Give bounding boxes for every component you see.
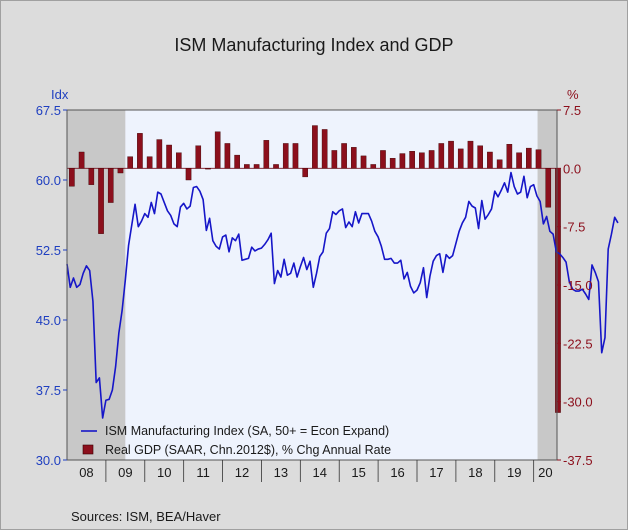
gdp-bar bbox=[69, 168, 75, 187]
gdp-bar bbox=[467, 140, 474, 169]
x-axis-tick-label: 10 bbox=[157, 465, 171, 480]
gdp-bar bbox=[331, 150, 338, 169]
gdp-bar bbox=[438, 143, 445, 169]
x-axis-tick-label: 09 bbox=[118, 465, 132, 480]
gdp-bar bbox=[428, 150, 435, 169]
gdp-bar bbox=[545, 168, 552, 208]
left-axis-unit-label: Idx bbox=[51, 87, 69, 102]
gdp-bar bbox=[555, 168, 561, 413]
gdp-bar bbox=[117, 168, 124, 174]
gdp-bar bbox=[302, 168, 308, 178]
gdp-bar bbox=[506, 144, 513, 169]
right-axis-tick-label: -22.5 bbox=[563, 336, 593, 351]
gdp-bar bbox=[380, 150, 386, 169]
gdp-bar bbox=[516, 152, 522, 169]
gdp-bar bbox=[176, 152, 182, 169]
x-axis-tick-label: 16 bbox=[390, 465, 404, 480]
right-axis-tick-label: -15.0 bbox=[563, 278, 593, 293]
sources-note: Sources: ISM, BEA/Haver bbox=[71, 509, 221, 524]
right-axis-tick-label: 0.0 bbox=[563, 161, 581, 176]
x-axis: 08 09 10 11 12 13 14 15 16 17 18 19 20 bbox=[79, 460, 553, 482]
gdp-bar bbox=[370, 164, 377, 169]
gdp-bar bbox=[224, 143, 231, 169]
right-axis-unit-label: % bbox=[567, 87, 579, 102]
gdp-bar bbox=[166, 144, 172, 169]
recession-band bbox=[537, 110, 557, 460]
gdp-bar bbox=[253, 164, 260, 169]
chart-title: ISM Manufacturing Index and GDP bbox=[174, 35, 453, 55]
legend: ISM Manufacturing Index (SA, 50+ = Econ … bbox=[81, 424, 391, 457]
gdp-bar bbox=[535, 149, 542, 169]
gdp-bar bbox=[351, 147, 357, 169]
gdp-bar bbox=[98, 168, 104, 234]
gdp-bar bbox=[360, 155, 367, 169]
gdp-bar bbox=[399, 153, 406, 169]
left-axis-tick-label: 67.5 bbox=[36, 103, 61, 118]
plot-area bbox=[66, 109, 619, 461]
left-axis: 67.5 60.0 52.5 45.0 37.5 30.0 bbox=[36, 103, 67, 468]
gdp-bar bbox=[448, 140, 454, 169]
left-axis-tick-label: 45.0 bbox=[36, 313, 61, 328]
x-axis-tick-label: 12 bbox=[235, 465, 249, 480]
gdp-bar bbox=[234, 154, 240, 169]
gdp-bar bbox=[107, 168, 114, 203]
gdp-bar bbox=[457, 148, 464, 169]
gdp-bar bbox=[137, 133, 143, 169]
right-axis-tick-label: -30.0 bbox=[563, 395, 593, 410]
gdp-bar bbox=[127, 156, 133, 169]
gdp-bar bbox=[185, 168, 192, 181]
right-axis-tick-label: 7.5 bbox=[563, 103, 581, 118]
gdp-bar bbox=[487, 151, 493, 169]
gdp-bar bbox=[389, 158, 396, 169]
gdp-bar bbox=[419, 152, 425, 169]
left-axis-tick-label: 52.5 bbox=[36, 243, 61, 258]
gdp-bar bbox=[244, 164, 250, 169]
gdp-bar bbox=[263, 140, 270, 169]
legend-label-gdp: Real GDP (SAAR, Chn.2012$), % Chg Annual… bbox=[105, 443, 391, 457]
left-axis-tick-label: 30.0 bbox=[36, 453, 61, 468]
x-axis-tick-label: 11 bbox=[196, 465, 210, 480]
gdp-bar bbox=[526, 147, 532, 169]
gdp-bar bbox=[341, 143, 347, 169]
gdp-bar bbox=[146, 156, 153, 169]
gdp-bar bbox=[312, 125, 318, 169]
gdp-bar bbox=[156, 139, 163, 169]
right-axis-tick-label: -37.5 bbox=[563, 453, 593, 468]
x-axis-tick-label: 19 bbox=[507, 465, 521, 480]
gdp-bar bbox=[496, 159, 503, 169]
gdp-bar bbox=[195, 145, 202, 169]
gdp-bar bbox=[477, 145, 483, 169]
left-axis-tick-label: 37.5 bbox=[36, 383, 61, 398]
x-axis-tick-label: 15 bbox=[351, 465, 365, 480]
x-axis-tick-label: 20 bbox=[538, 465, 552, 480]
right-axis-tick-label: -7.5 bbox=[563, 220, 585, 235]
legend-bar-swatch bbox=[82, 444, 94, 455]
gdp-bar-layer bbox=[69, 125, 561, 413]
left-axis-tick-label: 60.0 bbox=[36, 173, 61, 188]
gdp-bar bbox=[78, 151, 85, 169]
x-axis-tick-label: 08 bbox=[79, 465, 93, 480]
x-axis-tick-label: 14 bbox=[313, 465, 327, 480]
gdp-bar bbox=[88, 168, 95, 185]
legend-label-ism: ISM Manufacturing Index (SA, 50+ = Econ … bbox=[105, 424, 389, 438]
gdp-bar bbox=[214, 131, 221, 169]
x-axis-tick-label: 18 bbox=[468, 465, 482, 480]
gdp-bar bbox=[409, 151, 415, 169]
right-axis: 7.5 0.0 -7.5 -15.0 -22.5 -30.0 -37.5 bbox=[557, 103, 593, 468]
gdp-bar bbox=[321, 129, 328, 169]
x-axis-tick-label: 13 bbox=[274, 465, 288, 480]
ism-series-line bbox=[66, 171, 619, 419]
gdp-bar bbox=[273, 164, 279, 169]
gdp-bar bbox=[205, 168, 211, 170]
gdp-bar bbox=[282, 143, 289, 169]
gdp-bar bbox=[292, 143, 299, 169]
x-axis-tick-label: 17 bbox=[429, 465, 443, 480]
